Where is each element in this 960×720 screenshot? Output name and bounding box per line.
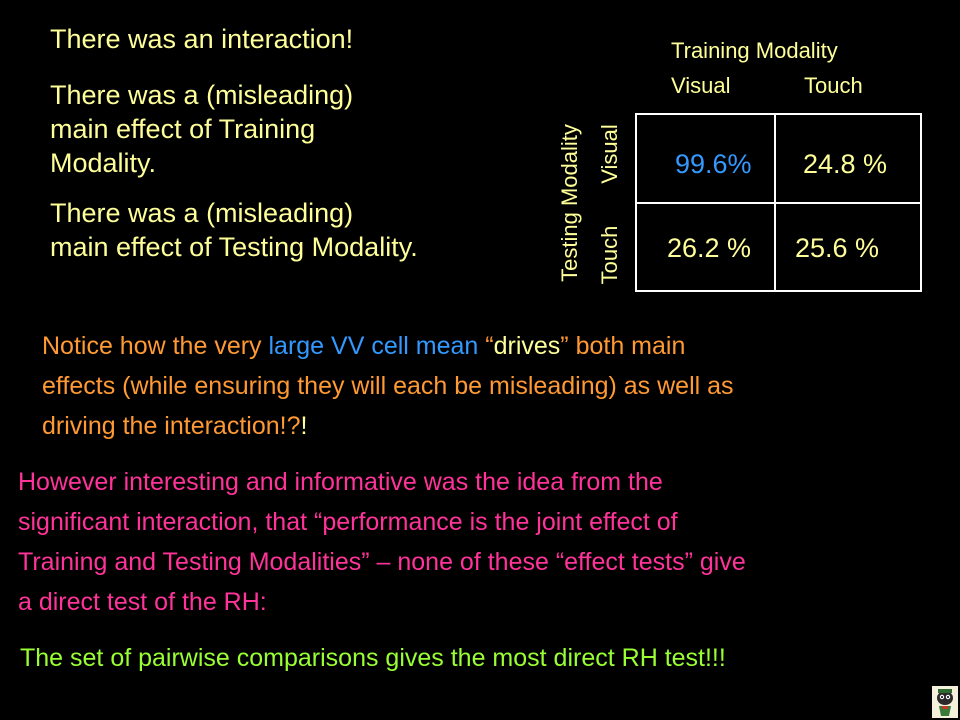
col-header-touch: Touch <box>804 73 863 98</box>
cartoon-character-icon <box>932 686 958 718</box>
notice-line3: driving the interaction!?! <box>42 406 942 446</box>
col-header-title: Training Modality <box>671 38 838 63</box>
row-header-title: Testing Modality <box>557 124 582 282</box>
statement-training-line3: Modality. <box>50 148 157 178</box>
however-line4: a direct test of the RH: <box>18 588 267 616</box>
table-divider-horizontal <box>637 202 920 204</box>
statement-training-line2: main effect of Training <box>50 114 316 144</box>
however-paragraph: However interesting and informative was … <box>18 462 953 622</box>
statement-testing-line1: There was a (misleading) <box>50 198 354 228</box>
notice-line1: Notice how the very large VV cell mean “… <box>42 326 942 366</box>
statement-training-line1: There was a (misleading) <box>50 80 354 110</box>
notice-line3-a: driving the interaction!? <box>42 412 301 440</box>
notice-line1-e: ” both main <box>560 332 686 360</box>
results-table: 99.6% 24.8 % 26.2 % 25.6 % <box>635 113 922 292</box>
cell-visual-touch: 26.2 % <box>667 233 752 263</box>
conclusion-line: The set of pairwise comparisons gives th… <box>20 644 726 672</box>
notice-line3-b: ! <box>300 412 308 440</box>
notice-line2: effects (while ensuring they will each b… <box>42 372 734 400</box>
statement-training-effect: There was a (misleading) main effect of … <box>50 78 353 180</box>
however-line3: Training and Testing Modalities” – none … <box>18 548 746 576</box>
col-header-visual: Visual <box>671 73 731 98</box>
statement-testing-effect: There was a (misleading) main effect of … <box>50 196 418 264</box>
notice-paragraph: Notice how the very large VV cell mean “… <box>42 326 942 446</box>
however-line1: However interesting and informative was … <box>18 468 663 496</box>
notice-highlight-drives: drives <box>493 332 561 360</box>
notice-line1-c: “ <box>478 332 494 360</box>
however-line2: significant interaction, that “performan… <box>18 508 678 536</box>
cell-visual-visual: 99.6% <box>675 149 752 179</box>
statement-testing-line2: main effect of Testing Modality. <box>50 232 418 262</box>
row-header-visual: Visual <box>597 124 622 184</box>
notice-line1-a: Notice how the very <box>42 332 269 360</box>
cell-touch-visual: 24.8 % <box>803 149 888 179</box>
cell-touch-touch: 25.6 % <box>795 233 880 263</box>
statement-interaction: There was an interaction! <box>50 24 354 54</box>
notice-highlight-vv: large VV cell mean <box>268 332 479 360</box>
row-header-touch: Touch <box>597 225 622 285</box>
